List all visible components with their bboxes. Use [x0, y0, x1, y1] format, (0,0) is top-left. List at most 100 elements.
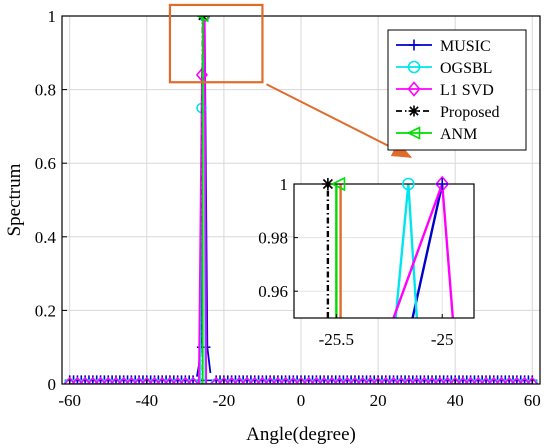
- y-tick-label: 0.6: [35, 154, 56, 173]
- diamond-marker: [156, 376, 169, 384]
- diamond-marker: [372, 376, 385, 384]
- diamond-marker: [225, 376, 238, 384]
- diamond-marker: [518, 376, 531, 384]
- legend-label: ANM: [440, 126, 477, 143]
- inset-line-ogsbl: [407, 184, 419, 318]
- inset-x-tick-label: -25: [431, 330, 454, 349]
- y-tick-label: 0.8: [35, 81, 56, 100]
- diamond-marker: [387, 376, 400, 384]
- diamond-marker: [240, 376, 254, 384]
- x-tick-label: 0: [297, 391, 306, 410]
- inset-line-music: [411, 184, 444, 318]
- zoom-highlight: [168, 3, 413, 158]
- diamond-marker: [418, 376, 431, 384]
- diamond-marker: [410, 376, 423, 384]
- diamond-marker: [217, 376, 230, 384]
- diamond-marker: [325, 376, 338, 384]
- inset-zoom: -25.5 -25 0.96 0.98 1: [258, 175, 475, 349]
- diamond-marker: [495, 376, 508, 384]
- x-tick-label: 60: [524, 391, 541, 410]
- diamond-marker: [435, 175, 450, 193]
- legend-box: [387, 29, 527, 151]
- x-tick-label: 40: [447, 391, 464, 410]
- diamond-marker: [487, 376, 500, 384]
- diamond-marker: [310, 376, 323, 384]
- legend-label: L1 SVD: [440, 82, 494, 99]
- diamond-marker: [179, 376, 192, 384]
- diamond-marker: [248, 376, 261, 384]
- inset-line-l1-svd: [441, 184, 455, 318]
- diamond-marker: [456, 376, 469, 384]
- y-tick-label: 1: [48, 7, 57, 26]
- x-tick-label: 20: [370, 391, 387, 410]
- y-tick-label: 0.4: [35, 228, 57, 247]
- inset-lines: [326, 184, 455, 318]
- x-tick-label: -20: [213, 391, 236, 410]
- diamond-marker: [348, 376, 362, 384]
- plus-marker: [436, 178, 449, 190]
- diamond-marker: [133, 376, 146, 384]
- diamond-marker: [302, 376, 315, 384]
- legend-item: ANM: [396, 126, 477, 143]
- diamond-marker: [379, 376, 392, 384]
- diamond-marker: [433, 376, 446, 384]
- y-axis-label: Spectrum: [4, 163, 25, 236]
- diamond-marker: [364, 376, 377, 384]
- y-tick-label: 0.2: [35, 301, 56, 320]
- zoom-arrow: [266, 83, 413, 158]
- diamond-marker: [102, 376, 115, 384]
- x-axis-label: Angle(degree): [246, 424, 356, 445]
- triangle-marker: [330, 176, 346, 192]
- diamond-marker: [356, 376, 369, 384]
- diamond-marker: [117, 376, 130, 384]
- inset-x-tick-label: -25.5: [319, 330, 354, 349]
- diamond-marker: [198, 16, 211, 24]
- legend-item: OGSBL: [396, 60, 492, 77]
- diamond-marker: [264, 376, 277, 384]
- diamond-marker: [109, 376, 123, 384]
- y-tick-label: 0: [48, 375, 57, 394]
- diamond-marker: [233, 376, 246, 384]
- diamond-marker: [287, 376, 300, 384]
- diamond-marker: [271, 376, 284, 384]
- diamond-marker: [441, 376, 454, 384]
- diamond-marker: [479, 376, 493, 384]
- diamond-marker: [256, 376, 269, 384]
- inset-y-tick-label: 1: [280, 175, 289, 194]
- diamond-marker: [279, 376, 292, 384]
- asterisk-marker: [408, 105, 420, 117]
- inset-ticks: -25.5 -25 0.96 0.98 1: [258, 175, 453, 349]
- diamond-marker: [526, 376, 539, 384]
- diamond-marker: [407, 81, 421, 97]
- diamond-marker: [71, 376, 84, 384]
- circle-marker: [402, 177, 415, 191]
- inset-line-ogsbl: [394, 184, 410, 318]
- diamond-marker: [163, 376, 176, 384]
- diamond-marker: [210, 376, 223, 384]
- diamond-marker: [510, 376, 523, 384]
- diamond-marker: [503, 376, 516, 384]
- inset-line-l1-svd: [392, 184, 444, 318]
- diamond-marker: [79, 376, 92, 384]
- main-ticks: -60 -40 -20 0 20 40 60 0 0.2 0.4 0.6 0.8 1: [35, 7, 541, 410]
- series-anm: [195, 16, 209, 384]
- legend-label: MUSIC: [440, 38, 491, 55]
- diamond-marker: [318, 376, 331, 384]
- inset-y-tick-label: 0.96: [258, 282, 288, 301]
- diamond-marker: [94, 376, 107, 384]
- diamond-marker: [294, 376, 308, 384]
- diamond-marker: [341, 376, 354, 384]
- triangle-marker: [195, 16, 209, 23]
- legend-item: MUSIC: [396, 38, 491, 55]
- diamond-marker: [333, 376, 346, 384]
- diamond-marker: [140, 376, 153, 384]
- inset-frame: [293, 183, 475, 319]
- diamond-marker: [449, 376, 462, 384]
- diamond-marker: [171, 376, 184, 384]
- diamond-marker: [464, 376, 477, 384]
- diamond-marker: [86, 376, 99, 384]
- circle-marker: [407, 60, 421, 74]
- plus-marker: [408, 39, 420, 51]
- diamond-marker: [426, 376, 439, 384]
